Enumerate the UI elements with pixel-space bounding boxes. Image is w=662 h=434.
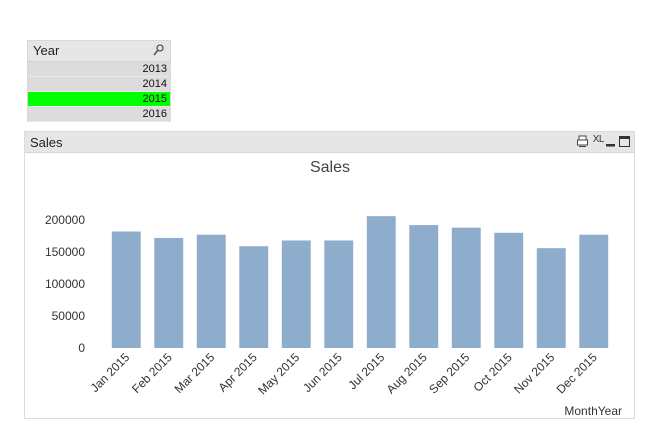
bar-oct-2015[interactable]: [494, 232, 524, 348]
bar-aug-2015[interactable]: [409, 225, 439, 348]
y-tick-label: 150000: [45, 245, 85, 259]
sales-bar-chart: Sales 0 50000 100000 150000 200000 Jan 2015Feb…: [45, 159, 622, 418]
x-tick-label: Jun 2015: [300, 350, 345, 395]
year-list: 2013 2014 2015 2016: [28, 62, 170, 122]
year-listbox[interactable]: Year 2013 2014 2015 2016: [27, 40, 171, 122]
x-tick-label: Sep 2015: [426, 350, 472, 396]
x-tick-label: Jan 2015: [88, 350, 133, 395]
year-item-2015[interactable]: 2015: [28, 92, 170, 107]
x-tick-label: Mar 2015: [172, 350, 218, 396]
sales-caption-title: Sales: [30, 135, 63, 150]
search-icon[interactable]: [153, 44, 164, 56]
sales-chart-object[interactable]: Sales XL Sales 0 50000 100000 150000 200000 Ja…: [24, 131, 635, 419]
x-tick-label: May 2015: [255, 350, 302, 397]
bar-mar-2015[interactable]: [196, 234, 226, 348]
xl-icon[interactable]: XL: [592, 134, 605, 145]
sales-caption-bar[interactable]: Sales XL: [25, 132, 634, 153]
x-tick-label: Nov 2015: [511, 350, 557, 396]
minimize-icon[interactable]: [606, 135, 615, 148]
year-item-2016[interactable]: 2016: [28, 107, 170, 122]
bar-apr-2015[interactable]: [239, 246, 269, 348]
x-axis-label: MonthYear: [564, 404, 622, 418]
bar-jul-2015[interactable]: [366, 216, 396, 348]
bar-may-2015[interactable]: [281, 240, 311, 348]
year-item-2014[interactable]: 2014: [28, 77, 170, 92]
bar-dec-2015[interactable]: [579, 234, 609, 348]
year-listbox-header[interactable]: Year: [28, 41, 170, 62]
x-tick-label: Aug 2015: [384, 350, 430, 396]
y-tick-label: 50000: [52, 309, 86, 323]
x-tick-label: Apr 2015: [216, 350, 261, 395]
print-icon[interactable]: [577, 135, 588, 148]
x-tick-label: Dec 2015: [554, 350, 600, 396]
chart-title: Sales: [310, 159, 350, 176]
y-tick-label: 0: [78, 341, 85, 355]
bar-jan-2015[interactable]: [111, 231, 141, 348]
x-tick-label: Oct 2015: [471, 350, 516, 395]
y-tick-label: 100000: [45, 277, 85, 291]
maximize-icon[interactable]: [619, 135, 630, 148]
bar-feb-2015[interactable]: [154, 237, 184, 348]
year-listbox-title: Year: [33, 43, 60, 58]
y-tick-label: 200000: [45, 213, 85, 227]
bar-nov-2015[interactable]: [536, 248, 566, 348]
bar-sep-2015[interactable]: [451, 227, 481, 348]
x-tick-label: Feb 2015: [129, 350, 175, 396]
year-item-2013[interactable]: 2013: [28, 62, 170, 77]
x-tick-label: Jul 2015: [345, 350, 387, 392]
bar-jun-2015[interactable]: [324, 240, 354, 348]
